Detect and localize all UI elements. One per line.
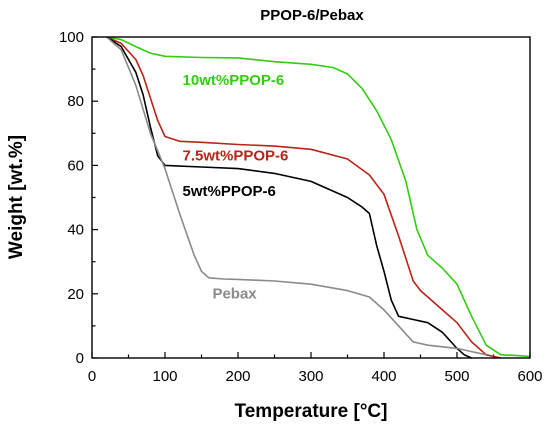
- series-layer: [106, 36, 531, 359]
- series-line-10wt-ppop-6: [106, 36, 531, 358]
- y-tick-label: 60: [67, 157, 84, 174]
- chart-title: PPOP-6/Pebax: [260, 7, 364, 24]
- series-label: 5wt%PPOP-6: [183, 183, 276, 200]
- series-label: 10wt%PPOP-6: [183, 72, 285, 89]
- series-line-7-5wt-ppop-6: [106, 36, 501, 359]
- x-tick-label: 100: [152, 368, 177, 385]
- x-tick-label: 300: [298, 368, 323, 385]
- y-tick-label: 80: [67, 93, 84, 110]
- series-label: Pebax: [212, 286, 257, 303]
- x-tick-label: 0: [88, 368, 96, 385]
- y-tick-label: 0: [76, 350, 84, 367]
- series-line-5wt-ppop-6: [106, 36, 472, 359]
- y-tick-label: 40: [67, 222, 84, 239]
- x-tick-label: 400: [371, 368, 396, 385]
- y-tick-label: 20: [67, 286, 84, 303]
- plot-frame: [91, 36, 531, 359]
- axis-ticks: 0 100 200 300 400 500 600 0 20 40 60 80 100: [59, 29, 543, 385]
- x-tick-label: 600: [517, 368, 542, 385]
- x-tick-label: 200: [225, 368, 250, 385]
- series-label: 7.5wt%PPOP-6: [183, 148, 289, 165]
- series-annotations: 10wt%PPOP-6 7.5wt%PPOP-6 5wt%PPOP-6 Pebax: [183, 72, 289, 302]
- x-axis-label: Temperature [°C]: [235, 401, 388, 422]
- y-tick-label: 100: [59, 29, 84, 46]
- x-tick-label: 500: [444, 368, 469, 385]
- y-axis-label: Weight [wt.%]: [6, 135, 27, 259]
- series-line-pebax: [106, 36, 487, 356]
